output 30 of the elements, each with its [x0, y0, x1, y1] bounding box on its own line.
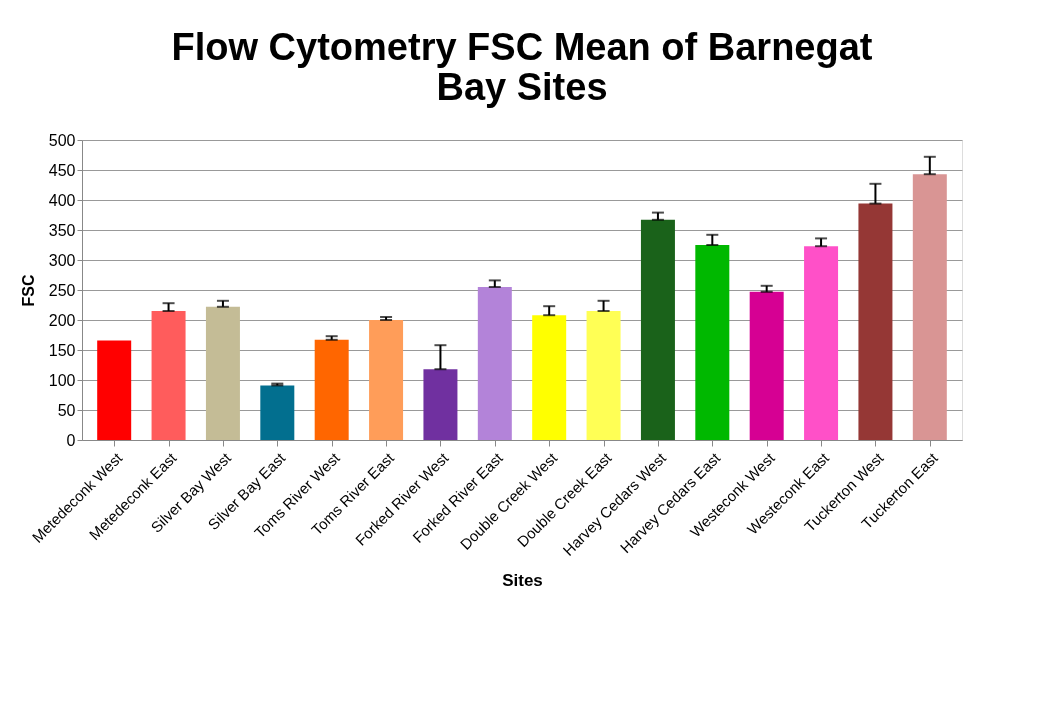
bar — [858, 203, 893, 440]
y-tick-label: 0 — [66, 431, 76, 449]
bar — [912, 174, 947, 440]
y-tick-label: 100 — [48, 371, 76, 389]
bar — [97, 340, 132, 440]
bar — [477, 287, 512, 440]
bar — [314, 339, 349, 440]
bar — [695, 245, 730, 440]
y-tick-label: 250 — [48, 281, 76, 299]
text: Flow Cytometry FSC Mean of Barnegat — [171, 26, 873, 68]
bar — [749, 291, 784, 440]
y-tick-label: 50 — [57, 401, 76, 419]
bar — [369, 320, 404, 440]
y-tick-label: 400 — [48, 191, 76, 209]
x-axis-title: Sites — [502, 570, 543, 590]
y-tick-label: 150 — [48, 341, 76, 359]
y-tick-label: 350 — [48, 221, 76, 239]
bar — [804, 246, 839, 440]
y-axis-title: FSC — [19, 274, 37, 307]
bar — [640, 219, 675, 440]
bar — [586, 311, 621, 440]
y-tick-label: 500 — [48, 131, 76, 149]
y-tick-label: 300 — [48, 251, 76, 269]
y-tick-label: 200 — [48, 311, 76, 329]
bar — [532, 315, 567, 440]
bar — [151, 311, 186, 440]
y-tick-label: 450 — [48, 161, 76, 179]
bar — [423, 369, 458, 440]
bar — [205, 306, 240, 440]
bar — [260, 385, 295, 440]
